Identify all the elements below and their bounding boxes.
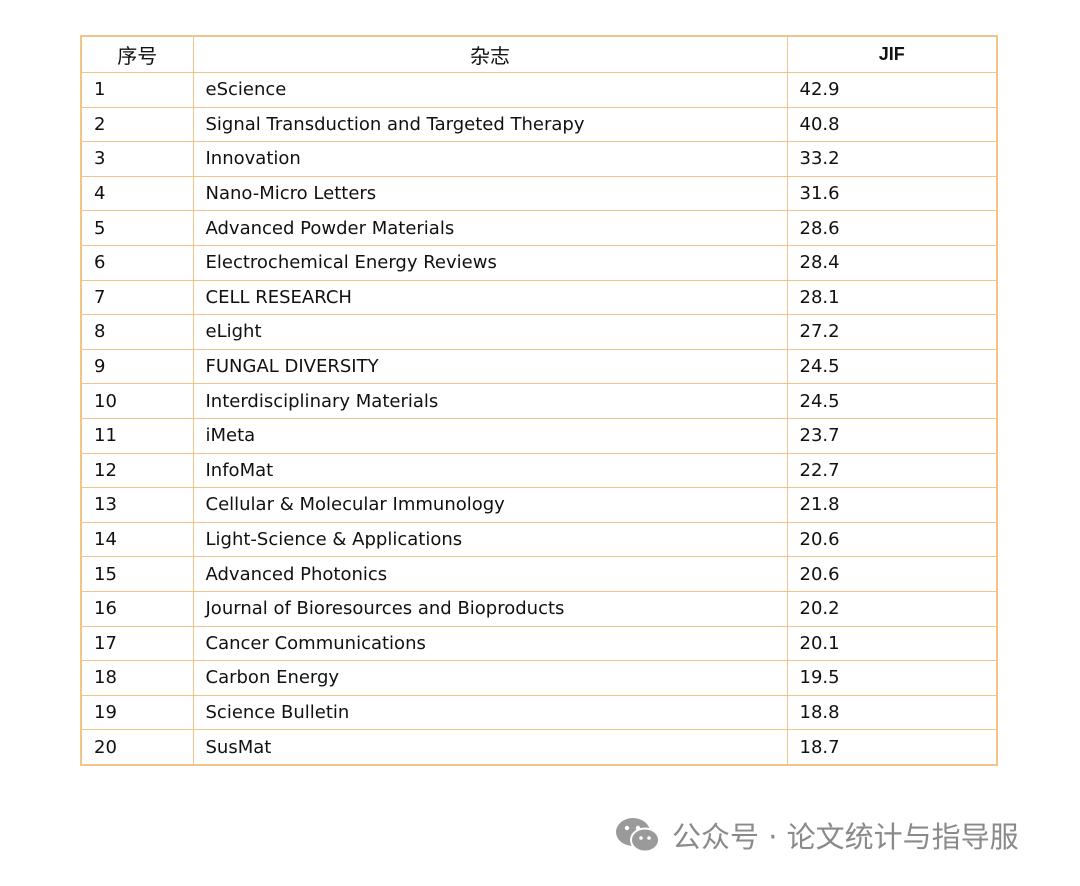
row-number: 5: [80, 210, 194, 246]
jif-value: 23.7: [786, 417, 998, 454]
jif-value: 28.1: [786, 279, 998, 316]
row-number: 11: [80, 417, 194, 454]
row-number: 2: [80, 106, 194, 143]
table-row: 6 Electrochemical Energy Reviews 28.4: [80, 244, 998, 281]
table-row: 8 eLight 27.2: [80, 314, 998, 350]
row-number: 12: [80, 452, 194, 489]
jif-value: 18.8: [786, 694, 998, 731]
row-number: 1: [80, 72, 194, 108]
table-row: 4 Nano-Micro Letters 31.6: [80, 175, 998, 212]
jif-value: 27.2: [786, 314, 998, 350]
row-number: 6: [80, 244, 194, 281]
table-row: 13 Cellular & Molecular Immunology 21.8: [80, 487, 998, 523]
jif-table: 序号 杂志 JIF 1 eScience 42.9 2 Signal Transduct…: [80, 35, 998, 766]
jif-value: 20.1: [786, 625, 998, 662]
journal-name: Advanced Powder Materials: [192, 210, 788, 246]
table-row: 12 InfoMat 22.7: [80, 452, 998, 489]
table-row: 7 CELL RESEARCH 28.1: [80, 279, 998, 316]
table-row: 20 SusMat 18.7: [80, 729, 998, 766]
jif-value: 20.6: [786, 521, 998, 558]
wechat-icon: [616, 818, 660, 853]
journal-name: Journal of Bioresources and Bioproducts: [192, 590, 788, 627]
journal-name: iMeta: [192, 417, 788, 454]
jif-value: 21.8: [786, 487, 998, 523]
table-row: 10 Interdisciplinary Materials 24.5: [80, 383, 998, 419]
jif-value: 22.7: [786, 452, 998, 489]
jif-value: 40.8: [786, 106, 998, 143]
table-row: 15 Advanced Photonics 20.6: [80, 556, 998, 592]
row-number: 10: [80, 383, 194, 419]
table-row: 18 Carbon Energy 19.5: [80, 660, 998, 696]
row-number: 3: [80, 141, 194, 177]
row-number: 18: [80, 660, 194, 696]
table-row: 19 Science Bulletin 18.8: [80, 694, 998, 731]
journal-name: eLight: [192, 314, 788, 350]
journal-name: Light-Science & Applications: [192, 521, 788, 558]
jif-value: 20.6: [786, 556, 998, 592]
journal-name: SusMat: [192, 729, 788, 766]
journal-name: Science Bulletin: [192, 694, 788, 731]
jif-value: 19.5: [786, 660, 998, 696]
table-row: 9 FUNGAL DIVERSITY 24.5: [80, 348, 998, 385]
row-number: 7: [80, 279, 194, 316]
row-number: 16: [80, 590, 194, 627]
jif-value: 20.2: [786, 590, 998, 627]
journal-name: Nano-Micro Letters: [192, 175, 788, 212]
header-row: 序号 杂志 JIF: [80, 35, 998, 73]
journal-name: Cellular & Molecular Immunology: [192, 487, 788, 523]
table-row: 17 Cancer Communications 20.1: [80, 625, 998, 662]
jif-value: 24.5: [786, 348, 998, 385]
jif-value: 28.6: [786, 210, 998, 246]
row-number: 8: [80, 314, 194, 350]
jif-value: 24.5: [786, 383, 998, 419]
table-row: 1 eScience 42.9: [80, 72, 998, 108]
journal-name: CELL RESEARCH: [192, 279, 788, 316]
table-row: 2 Signal Transduction and Targeted Therap…: [80, 106, 998, 143]
journal-name: FUNGAL DIVERSITY: [192, 348, 788, 385]
row-number: 20: [80, 729, 194, 766]
row-number: 9: [80, 348, 194, 385]
row-number: 4: [80, 175, 194, 212]
journal-name: Innovation: [192, 141, 788, 177]
row-number: 14: [80, 521, 194, 558]
journal-name: Signal Transduction and Targeted Therapy: [192, 106, 788, 143]
jif-value: 31.6: [786, 175, 998, 212]
journal-name: eScience: [192, 72, 788, 108]
table-row: 11 iMeta 23.7: [80, 417, 998, 454]
journal-name: Advanced Photonics: [192, 556, 788, 592]
watermark-text: 公众号 · 论文统计与指导服: [672, 820, 1019, 854]
journal-name: Interdisciplinary Materials: [192, 383, 788, 419]
row-number: 13: [80, 487, 194, 523]
jif-value: 18.7: [786, 729, 998, 766]
row-number: 19: [80, 694, 194, 731]
table-row: 5 Advanced Powder Materials 28.6: [80, 210, 998, 246]
journal-name: Carbon Energy: [192, 660, 788, 696]
table-row: 16 Journal of Bioresources and Bioproduct…: [80, 590, 998, 627]
journal-name: Cancer Communications: [192, 625, 788, 662]
jif-value: 28.4: [786, 244, 998, 281]
journal-name: Electrochemical Energy Reviews: [192, 244, 788, 281]
jif-value: 33.2: [786, 141, 998, 177]
row-number: 17: [80, 625, 194, 662]
table-row: 14 Light-Science & Applications 20.6: [80, 521, 998, 558]
header-cell: JIF: [786, 35, 998, 73]
journal-name: InfoMat: [192, 452, 788, 489]
header-cell: 序号: [80, 35, 194, 73]
jif-value: 42.9: [786, 72, 998, 108]
header-cell: 杂志: [192, 35, 788, 73]
watermark: 公众号 · 论文统计与指导服: [614, 812, 1080, 858]
table-row: 3 Innovation 33.2: [80, 141, 998, 177]
row-number: 15: [80, 556, 194, 592]
table-body: 1 eScience 42.9 2 Signal Transduction and Ta…: [80, 72, 998, 766]
